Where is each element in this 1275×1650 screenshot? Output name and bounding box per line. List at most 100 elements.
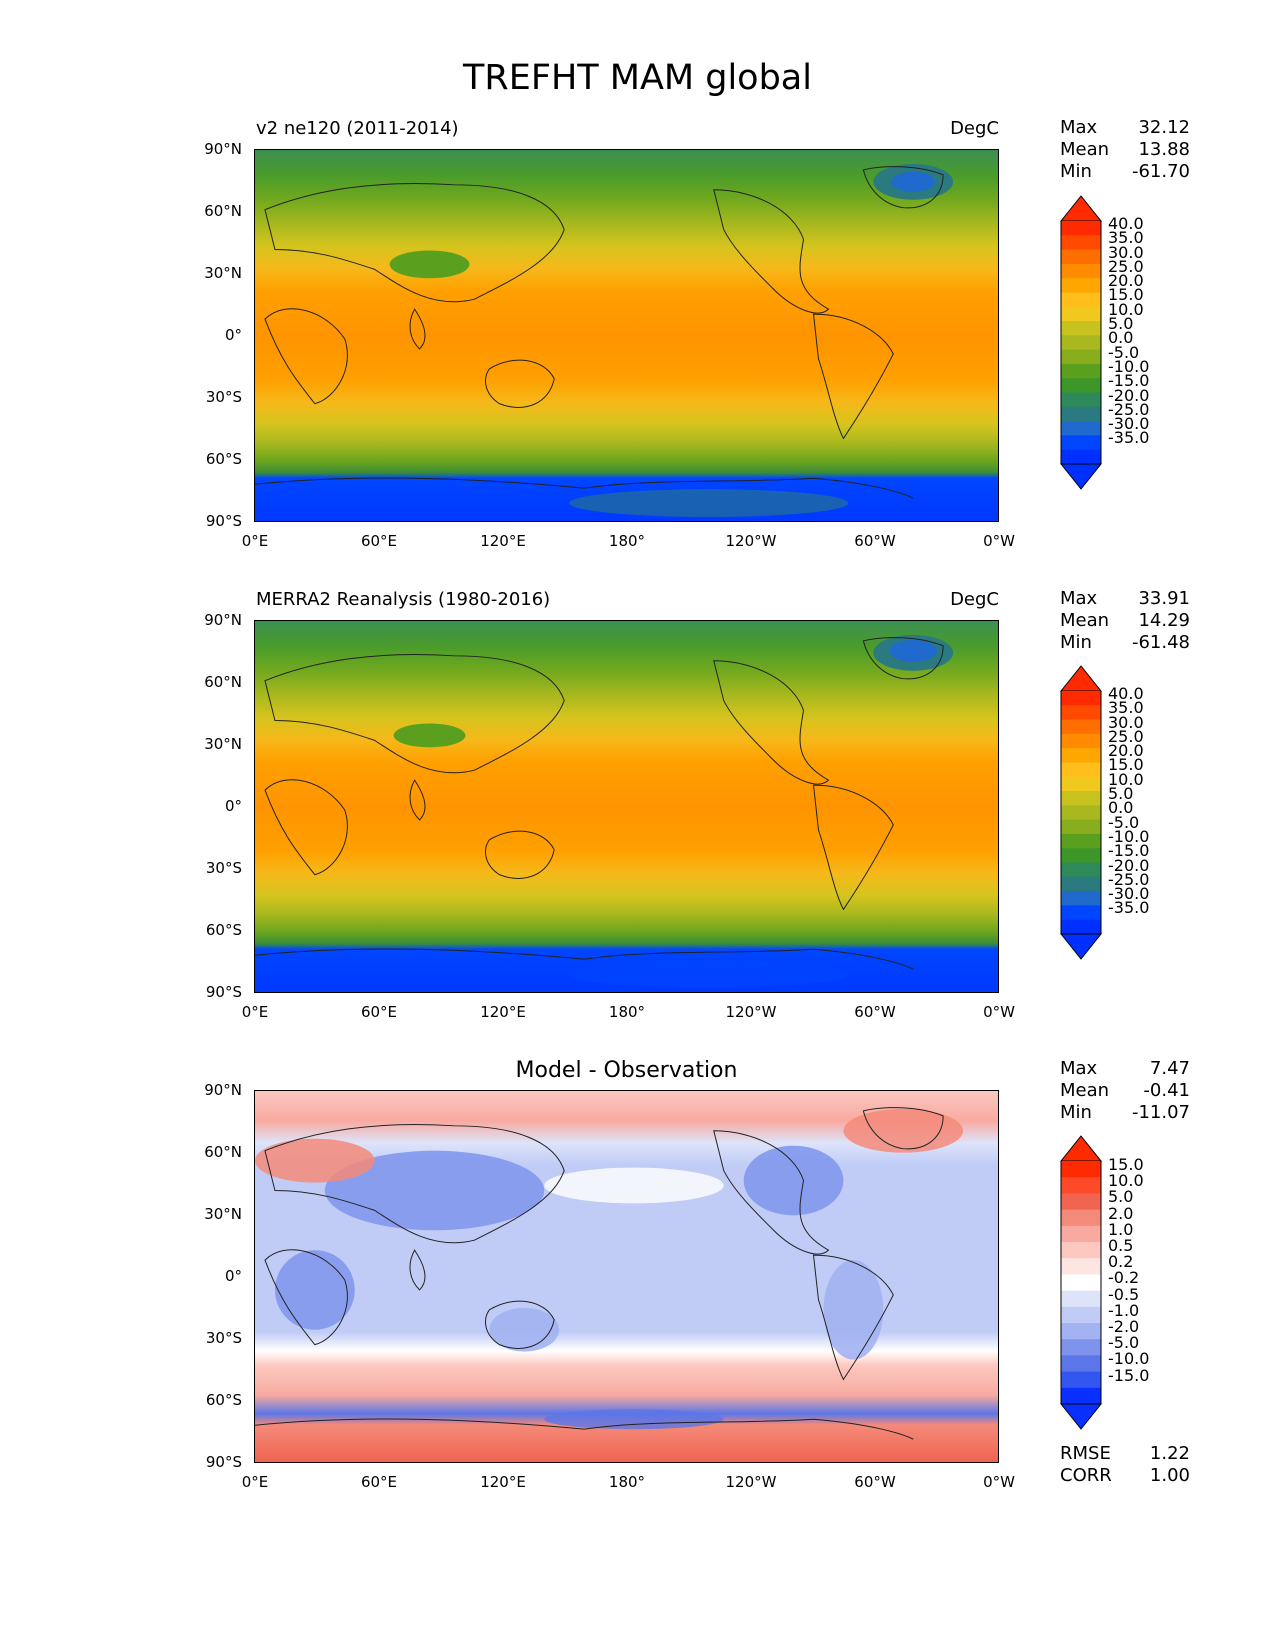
colorbar-tick-label: 5.0	[1108, 784, 1134, 804]
colorbar-tick-label: 0.5	[1108, 1236, 1134, 1256]
xtick-60w: 60°W	[854, 1003, 896, 1021]
xtick-0w: 0°W	[983, 1473, 1015, 1491]
stat-value: -11.07	[1131, 1102, 1190, 1123]
stat-value: 1.22	[1149, 1443, 1190, 1464]
colorbar-tick-label: 15.0	[1108, 285, 1144, 305]
map-diff	[254, 1090, 999, 1463]
colorbar-tick-label: -10.0	[1108, 826, 1150, 846]
colorbar-tick-label: -5.0	[1108, 812, 1140, 832]
colorbar-tick-label: -2.0	[1108, 1317, 1140, 1337]
colorbar-labels: 40.0 35.0 30.0 25.0 20.0 15.0 10.0 5.0 0.0 -5.0 -1…	[1108, 684, 1150, 918]
colorbar-segment	[1061, 1258, 1101, 1275]
colorbar-segment	[1061, 278, 1101, 293]
colorbar-tick-label: 25.0	[1108, 256, 1144, 276]
colorbar-segment	[1061, 833, 1101, 849]
colorbar-tick-label: -35.0	[1108, 428, 1150, 448]
stat-label: RMSE	[1060, 1443, 1111, 1464]
colorbar-tick-label: 0.0	[1108, 328, 1134, 348]
ytick-60n: 60°N	[204, 1143, 242, 1161]
colorbar-segment	[1061, 363, 1101, 379]
colorbar	[1060, 1135, 1103, 1430]
panel-title-left: v2 ne120 (2011-2014)	[256, 118, 459, 139]
xtick-60e: 60°E	[360, 532, 398, 550]
xtick-120e: 120°E	[480, 1473, 526, 1491]
colorbar-segment	[1061, 321, 1101, 336]
ytick-30n: 30°N	[204, 1205, 242, 1223]
stat-value: -0.41	[1143, 1080, 1190, 1101]
colorbar-extend-top	[1060, 1135, 1103, 1162]
ytick-60n: 60°N	[204, 202, 242, 220]
colorbar-segment	[1061, 1242, 1101, 1259]
xtick-0e: 0°E	[241, 532, 269, 550]
stat-label: Max	[1060, 588, 1098, 609]
colorbar-segment	[1061, 1274, 1101, 1292]
colorbar-extend-top	[1060, 665, 1103, 692]
colorbar-tick-label: 25.0	[1108, 726, 1144, 746]
colorbar	[1060, 195, 1103, 490]
colorbar-tick-label: 1.0	[1108, 1219, 1134, 1239]
ytick-90n: 90°N	[204, 1081, 242, 1099]
ytick-60n: 60°N	[204, 673, 242, 691]
ytick-30s: 30°S	[205, 388, 242, 406]
colorbar-segment	[1061, 748, 1101, 763]
colorbar-extend-bottom	[1060, 933, 1103, 960]
xtick-60e: 60°E	[360, 1473, 398, 1491]
stat-value: -61.70	[1131, 161, 1190, 182]
colorbar-extend-bottom	[1060, 463, 1103, 490]
colorbar-segment	[1061, 1355, 1101, 1373]
stat-value: 1.00	[1149, 1465, 1190, 1486]
ytick-30n: 30°N	[204, 264, 242, 282]
colorbar-segment	[1061, 349, 1101, 365]
xtick-120w: 120°W	[725, 532, 777, 550]
colorbar-tick-label: -0.5	[1108, 1284, 1140, 1304]
stat-label: Mean	[1060, 1080, 1110, 1101]
colorbar-segment	[1061, 249, 1101, 265]
colorbar-segment	[1061, 263, 1101, 279]
xtick-0e: 0°E	[241, 1473, 269, 1491]
ytick-30s: 30°S	[205, 1329, 242, 1347]
colorbar-segment	[1061, 705, 1101, 721]
stat-label: CORR	[1060, 1465, 1112, 1486]
colorbar-tick-label: 40.0	[1108, 684, 1144, 703]
xtick-60e: 60°E	[360, 1003, 398, 1021]
error-stats-block: RMSE 1.22 CORR 1.00	[1060, 1443, 1190, 1487]
colorbar-segment	[1061, 762, 1101, 778]
colorbar-tick-label: 0.2	[1108, 1252, 1134, 1272]
ytick-0: 0°	[224, 326, 242, 344]
xtick-180: 180°	[608, 1473, 646, 1491]
map-obs	[254, 620, 999, 993]
ytick-30s: 30°S	[205, 859, 242, 877]
stats-block: Max 33.91 Mean 14.29 Min -61.48	[1060, 588, 1190, 654]
ytick-90n: 90°N	[204, 140, 242, 158]
colorbar-segment	[1061, 292, 1101, 308]
colorbar-segment	[1061, 791, 1101, 806]
temperature-field	[255, 150, 998, 521]
xtick-0w: 0°W	[983, 532, 1015, 550]
panel-title-left: MERRA2 Reanalysis (1980-2016)	[256, 589, 551, 610]
stat-label: Min	[1060, 632, 1092, 653]
colorbar-labels: 15.0 10.0 5.0 2.0 1.0 0.5 0.2 -0.2 -0.5 -1.0 -2.0-…	[1108, 1156, 1150, 1385]
ytick-90s: 90°S	[205, 1453, 242, 1471]
stat-value: 7.47	[1149, 1058, 1190, 1079]
stats-block: Max 7.47 Mean -0.41 Min -11.07	[1060, 1058, 1190, 1124]
colorbar-segment	[1061, 1371, 1101, 1389]
xtick-180: 180°	[608, 532, 646, 550]
xtick-120w: 120°W	[725, 1003, 777, 1021]
colorbar-tick-label: -15.0	[1108, 1365, 1150, 1385]
stat-label: Min	[1060, 1102, 1092, 1123]
ytick-30n: 30°N	[204, 735, 242, 753]
colorbar-segment	[1061, 1225, 1101, 1243]
colorbar-segment	[1061, 805, 1101, 821]
xtick-120e: 120°E	[480, 532, 526, 550]
map-model	[254, 149, 999, 522]
xtick-60w: 60°W	[854, 532, 896, 550]
colorbar-segment	[1061, 449, 1101, 465]
colorbar-tick-label: -35.0	[1108, 898, 1150, 918]
colorbar-tick-label: 35.0	[1108, 228, 1144, 248]
stat-value: 32.12	[1138, 117, 1190, 138]
colorbar-tick-label: 15.0	[1108, 755, 1144, 775]
colorbar-tick-label: -1.0	[1108, 1300, 1140, 1320]
colorbar-tick-label: 10.0	[1108, 769, 1144, 789]
xtick-120e: 120°E	[480, 1003, 526, 1021]
colorbar-segment	[1061, 306, 1101, 322]
